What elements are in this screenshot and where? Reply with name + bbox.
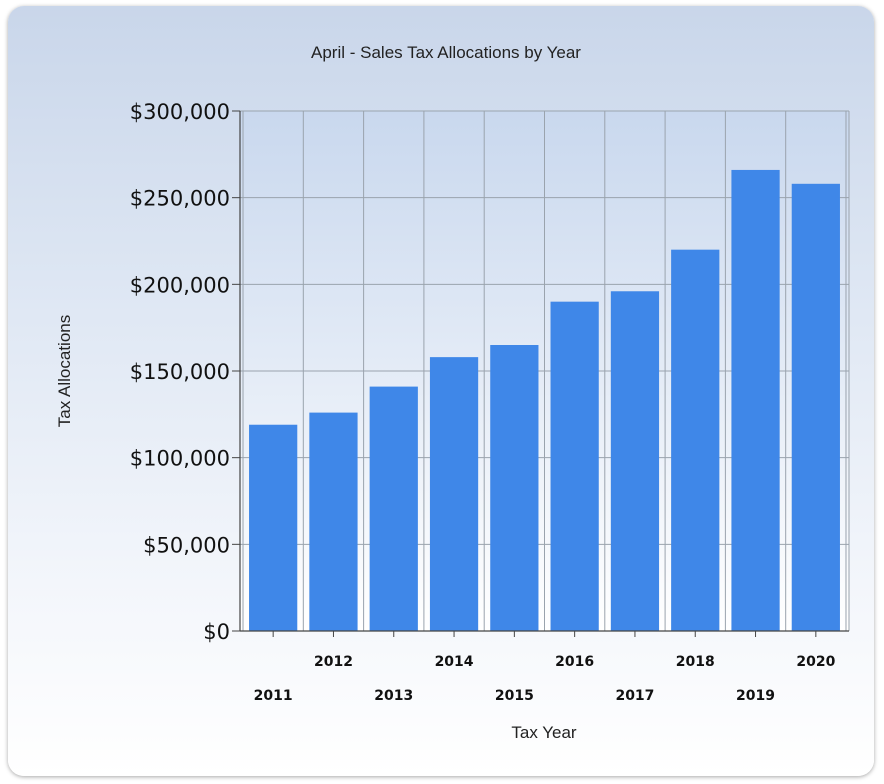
y-tick-label: $300,000	[130, 100, 230, 124]
bar	[490, 345, 539, 631]
y-tick-labels: $0 $50,000 $100,000 $150,000 $200,000 $250,00…	[130, 100, 230, 644]
x-tick-label: 2017	[615, 688, 654, 704]
x-tick-label: 2011	[254, 688, 293, 704]
axes	[232, 110, 849, 637]
x-tick-label: 2016	[555, 654, 594, 670]
bar	[671, 249, 720, 631]
bar	[610, 291, 660, 631]
bar	[429, 357, 479, 631]
x-tick-label: 2012	[314, 654, 353, 670]
x-tick-label: 2015	[495, 688, 534, 704]
bar	[550, 301, 599, 631]
bar	[249, 424, 298, 631]
bar	[791, 183, 840, 632]
x-tick-label: 2019	[736, 688, 775, 704]
y-tick-label: $0	[203, 620, 230, 644]
bars	[249, 169, 840, 632]
y-tick-label: $150,000	[130, 360, 230, 384]
gridlines	[240, 110, 850, 632]
y-tick-label: $100,000	[130, 447, 230, 471]
x-axis-title: Tax Year	[511, 723, 577, 742]
bar	[369, 386, 418, 631]
x-tick-label: 2013	[374, 688, 413, 704]
x-tick-label: 2018	[676, 654, 715, 670]
bar	[309, 412, 358, 631]
x-tick-label: 2020	[796, 654, 835, 670]
chart-title: April - Sales Tax Allocations by Year	[311, 43, 581, 62]
y-tick-label: $50,000	[143, 533, 230, 557]
y-tick-label: $250,000	[130, 187, 230, 211]
y-tick-label: $200,000	[130, 273, 230, 297]
bar	[731, 169, 780, 631]
x-tick-label: 2014	[435, 654, 474, 670]
x-tick-labels: 2011 2012 2013 2014 2015 2016 2017 2018 2019 2020	[254, 654, 836, 704]
y-axis-title: Tax Allocations	[55, 315, 74, 427]
